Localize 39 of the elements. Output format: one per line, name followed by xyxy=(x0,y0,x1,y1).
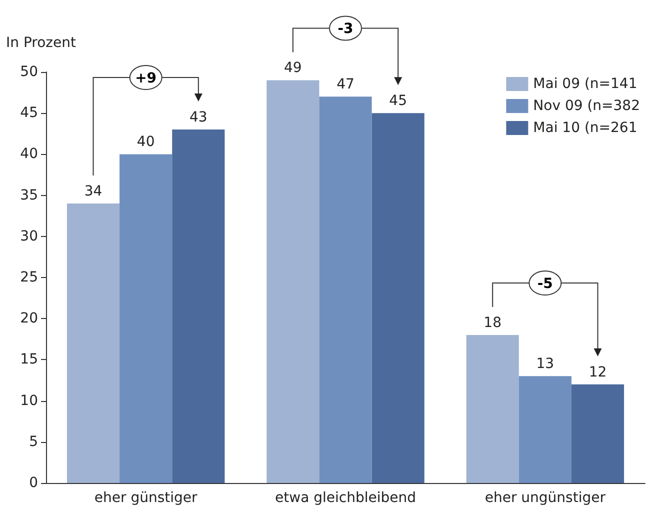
bar xyxy=(518,376,572,483)
data-label: 45 xyxy=(389,93,407,110)
data-label: 40 xyxy=(136,134,155,150)
y-tick-label: 50 xyxy=(20,64,38,80)
y-tick-label: 30 xyxy=(20,228,38,244)
x-tick-label: etwa gleichbleibend xyxy=(275,490,416,506)
text: -3 xyxy=(338,21,354,38)
data-label: 12 xyxy=(588,364,607,380)
bar xyxy=(571,384,624,483)
y-tick-label: 10 xyxy=(20,392,38,409)
data-label: 34 xyxy=(84,184,102,200)
legend-label: Mai 10 (n=261 xyxy=(533,120,638,136)
y-tick-label: 20 xyxy=(20,310,38,327)
y-tick-label: 25 xyxy=(20,270,38,286)
annotation: +9 xyxy=(135,70,157,87)
y-axis-title: In Prozent xyxy=(6,35,76,51)
legend-label: Mai 09 (n=141 xyxy=(533,76,638,92)
y-tick-label: 35 xyxy=(20,187,38,204)
bar xyxy=(372,113,424,483)
data-label: 13 xyxy=(536,356,554,372)
bar xyxy=(266,80,320,483)
bar xyxy=(172,130,225,483)
x-tick-label: eher ungünstiger xyxy=(484,490,606,506)
data-label: 43 xyxy=(190,110,208,126)
y-tick-label: 40 xyxy=(20,146,38,162)
x-tick-label: eher günstiger xyxy=(94,490,198,506)
bar xyxy=(66,204,120,483)
y-tick-label: 15 xyxy=(20,352,38,368)
y-tick-label: 45 xyxy=(20,105,38,122)
y-tick-label: 5 xyxy=(29,434,38,450)
annotation: -5 xyxy=(537,276,553,292)
legend-label: Nov 09 (n=382 xyxy=(533,98,640,114)
data-label: 18 xyxy=(484,315,502,332)
bar xyxy=(466,335,519,483)
bar xyxy=(319,96,372,483)
data-label: 49 xyxy=(284,60,302,76)
bar xyxy=(120,154,172,483)
y-tick-label: 0 xyxy=(29,475,38,491)
data-label: 47 xyxy=(336,76,354,93)
